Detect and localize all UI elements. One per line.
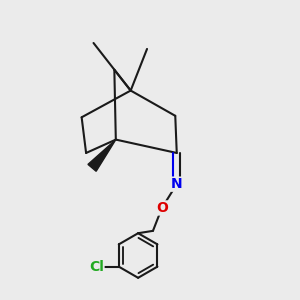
Polygon shape bbox=[88, 140, 116, 171]
Text: Cl: Cl bbox=[89, 260, 104, 274]
Text: N: N bbox=[171, 177, 183, 191]
Text: O: O bbox=[156, 201, 168, 215]
